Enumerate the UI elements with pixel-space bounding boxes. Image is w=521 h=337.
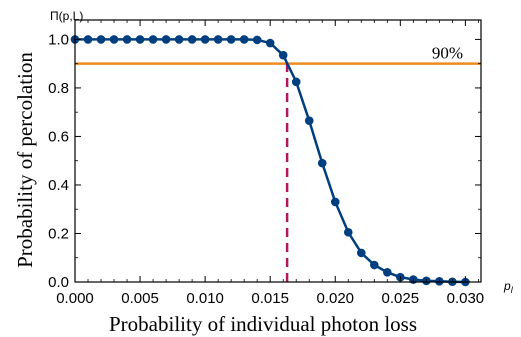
data-point [343,227,353,237]
x-tick-label: 0.015 [251,290,289,307]
data-point [252,35,262,45]
x-corner-label: pl [503,279,514,295]
data-point [135,35,145,44]
threshold-label: 90% [432,44,463,63]
data-point [330,197,340,207]
data-point [174,35,184,44]
y-tick-label: 0.2 [48,225,69,242]
data-point [109,35,119,44]
x-tick-label: 0.030 [447,290,485,307]
data-point [213,35,223,44]
data-point [226,35,236,44]
plot-layer: 90% [70,35,481,287]
data-point [317,158,327,168]
data-point [96,35,106,44]
series-line-0 [75,38,466,284]
x-tick-label: 0.025 [382,290,420,307]
y-corner-label: Π(p,L) [50,9,83,23]
y-tick-label: 0.0 [48,274,69,291]
x-tick-label: 0.000 [56,290,94,307]
x-tick-label: 0.020 [316,290,354,307]
data-point [148,35,158,44]
y-tick-label: 0.8 [48,80,69,97]
data-point [383,267,392,277]
data-point [122,35,132,44]
data-point [83,35,93,44]
axes: 0.000 0.005 0.010 0.015 0.020 0.025 0.030 0.0 0.… [48,19,485,307]
y-tick-label: 1.0 [48,31,69,48]
data-point [200,35,210,44]
data-point [239,35,249,44]
data-point [304,116,314,125]
axes-frame [74,19,482,283]
y-axis-title: Probability of percolation [13,52,37,268]
x-tick-label: 0.010 [186,290,224,307]
x-axis-title: Probability of individual photon loss [109,312,417,336]
data-point [265,38,275,48]
data-point [161,35,171,44]
data-point [369,260,379,270]
data-point [291,77,301,87]
data-point [356,248,366,258]
x-tick-label: 0.005 [121,290,159,307]
y-tick-label: 0.4 [48,177,69,194]
y-tick-label: 0.6 [48,128,69,145]
data-point [278,50,288,60]
data-point [187,35,197,44]
